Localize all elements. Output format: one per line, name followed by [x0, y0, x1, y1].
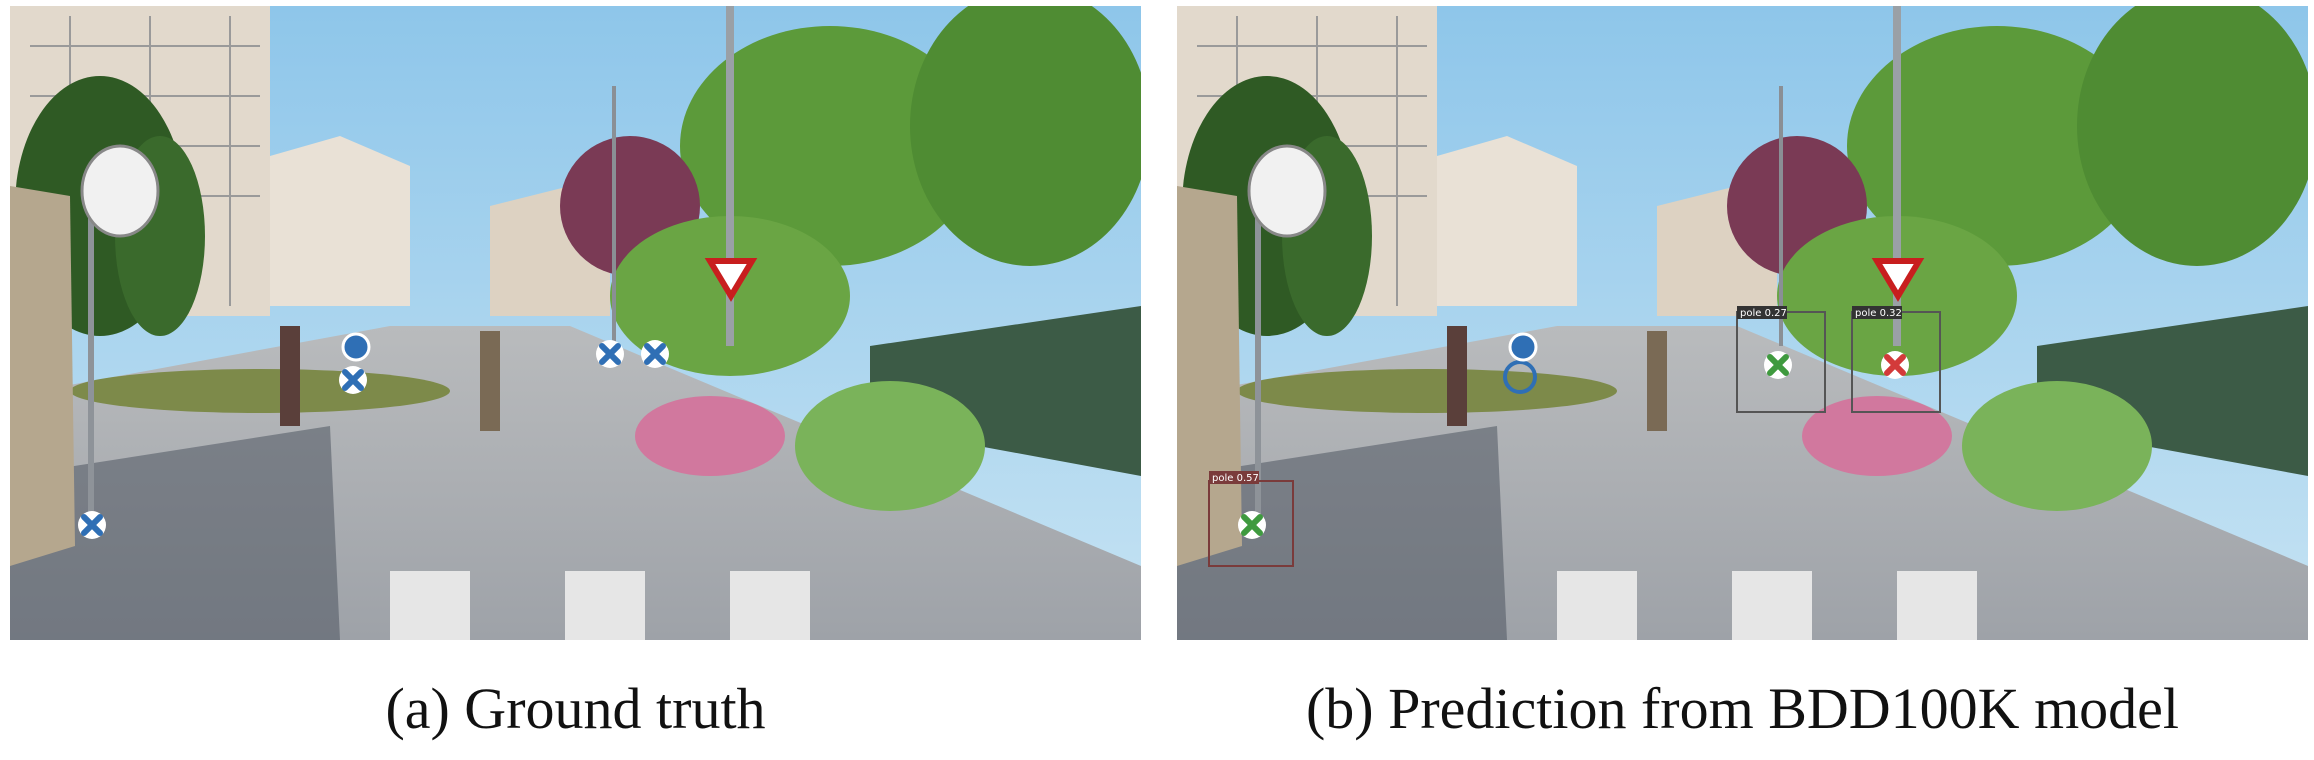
yield-sign: [704, 258, 758, 302]
prediction-image: pole 0.57 pole 0.27 pole 0.32: [1177, 6, 2308, 640]
pole: [88, 166, 94, 526]
detection-box-pole-2: pole 0.27: [1736, 306, 1826, 413]
detection-box-pole-1: pole 0.57: [1208, 471, 1294, 567]
cross-marker-icon: [78, 511, 106, 539]
detection-label: pole 0.32: [1855, 308, 1902, 319]
cross-marker-icon: [1881, 351, 1909, 379]
detection-box-pole-3: pole 0.32: [1851, 306, 1941, 413]
detection-label: pole 0.57: [1212, 473, 1259, 484]
pole: [726, 6, 734, 346]
caption-prediction: (b) Prediction from BDD100K model: [1305, 676, 2180, 741]
pedestrian: [280, 326, 300, 426]
cross-marker-icon: [1764, 351, 1792, 379]
cross-marker-icon: [641, 340, 669, 368]
ground-truth-image: [10, 6, 1141, 640]
circle-marker-icon: [341, 332, 371, 362]
cross-marker-icon: [596, 340, 624, 368]
caption-ground-truth: (a) Ground truth: [385, 676, 766, 741]
circle-marker-icon: [1503, 332, 1538, 394]
tree: [680, 26, 980, 266]
cross-marker-icon: [1238, 511, 1266, 539]
traffic-mirror: [80, 144, 160, 238]
pedestrian: [480, 331, 500, 431]
stone-wall: [10, 186, 75, 566]
cross-marker-icon: [339, 366, 367, 394]
detection-label: pole 0.27: [1740, 308, 1787, 319]
